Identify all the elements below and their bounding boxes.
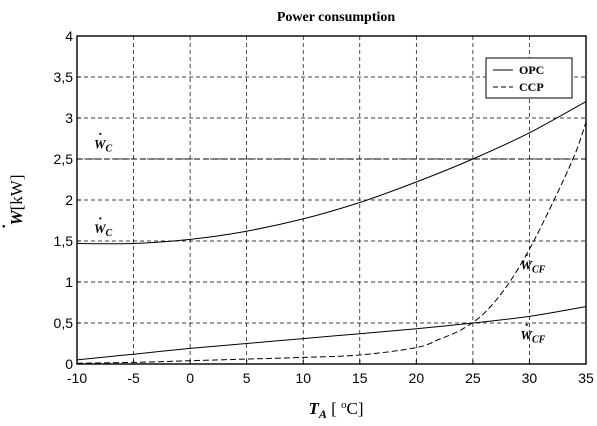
y-tick-label: 4 [65,28,73,44]
plot-frame [76,35,587,365]
annotation-label: WC [94,136,113,154]
legend: OPC CCP [485,57,573,99]
curve-annotation: WC· [94,212,113,239]
legend-box [485,57,573,99]
x-axis-degree: o [341,399,347,411]
y-tick-label: 0,5 [54,315,74,331]
x-axis-symbol: T [308,399,319,418]
x-axis-unit: C] [347,399,364,418]
y-axis-symbol: W [7,209,26,226]
x-axis-unit-prefix: [ [327,399,341,418]
x-axis-subscript: A [318,407,327,421]
svg-text:TA [ oC]: TA [ oC] [308,399,363,421]
y-axis-dot: · [0,224,13,229]
annotation-label: WCF [520,258,545,276]
x-tick-label: 35 [578,370,594,386]
legend-label-ccp: CCP [519,80,544,94]
series-lines [76,101,587,364]
curve-annotation: WCF· [520,249,545,276]
y-tick-label: 0 [65,356,73,372]
y-tick-label: 3,5 [54,69,74,85]
annotation-dot: · [524,318,529,333]
x-tick-label: 10 [295,370,311,386]
y-tick-label: 2 [65,192,73,208]
svg-text:W[kW]: W[kW] [7,175,26,226]
x-tick-label: 5 [243,370,251,386]
x-tick-label: 25 [465,370,481,386]
x-tick-label: -10 [67,370,87,386]
x-tick-label: 15 [352,370,368,386]
x-tick-label: 30 [522,370,538,386]
x-tick-label: 0 [186,370,194,386]
x-axis-label: TA [ oC] [308,399,363,421]
y-axis-unit: [kW] [7,175,26,211]
series-line-ccp-2 [76,121,587,364]
series-line-opc-1 [76,306,587,361]
chart-title: Power consumption [277,10,396,25]
y-tick-label: 1 [65,274,73,290]
annotation-dot: · [98,212,103,227]
y-tick-label: 2,5 [54,151,74,167]
series-line-opc-0 [76,101,587,245]
curve-annotations: WC·WC·WCF·WCF· [94,127,546,345]
y-tick-label: 3 [65,110,73,126]
curve-annotation: WC· [94,127,113,154]
legend-label-opc: OPC [519,63,544,77]
curve-annotation: WCF· [520,318,545,345]
y-axis-label: W[kW] · [0,175,26,230]
y-tick-label: 1,5 [54,233,74,249]
y-tick-labels: 0 0,5 1 1,5 2 2,5 3 3,5 4 [54,28,74,372]
annotation-dot: · [98,127,103,142]
x-tick-labels: -10 -5 0 5 10 15 20 25 30 35 [67,370,594,386]
x-tick-label: 20 [409,370,425,386]
annotation-label: WC [94,221,113,239]
annotation-label: WCF [520,327,545,345]
x-tick-label: -5 [127,370,140,386]
annotation-dot: · [524,249,529,264]
